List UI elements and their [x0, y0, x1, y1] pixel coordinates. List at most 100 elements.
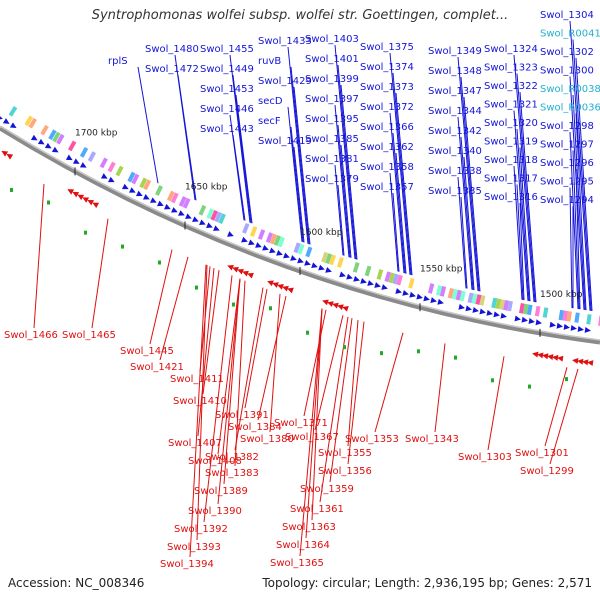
- colored-gene-feature: [166, 190, 175, 202]
- reverse-gene-arrow: [242, 270, 249, 277]
- colored-gene-feature: [522, 303, 529, 315]
- forward-gene-label: Swol_1366: [360, 122, 414, 133]
- forward-gene-label: Swol_1446: [200, 104, 254, 115]
- forward-gene-arrow: [255, 242, 262, 248]
- forward-gene-arrow: [416, 293, 423, 300]
- forward-gene-arrow: [248, 239, 255, 246]
- forward-gene-arrow: [65, 154, 73, 161]
- forward-gene-label: Swol_1449: [200, 64, 254, 75]
- forward-label-leader: [457, 116, 473, 290]
- reverse-gene-label: Swol_1380: [240, 434, 294, 445]
- forward-gene-arrow: [213, 225, 220, 231]
- reverse-gene-arrow: [557, 355, 564, 362]
- forward-gene-arrow: [227, 231, 234, 237]
- forward-gene-label: Swol_1323: [484, 63, 538, 74]
- forward-gene-label: Swol_1340: [428, 146, 482, 157]
- forward-label-leader: [513, 54, 535, 302]
- reverse-label-leader: [203, 275, 233, 523]
- map-title: Syntrophomonas wolfei subsp. wolfei str.…: [91, 8, 509, 23]
- reverse-gene-arrow: [287, 287, 294, 294]
- reverse-gene-arrow: [232, 266, 239, 273]
- forward-gene-label: Swol_1455: [200, 44, 254, 55]
- forward-gene-arrow: [290, 255, 297, 261]
- colored-gene-feature: [384, 271, 392, 283]
- rna-feature-marker: [343, 345, 346, 350]
- rna-feature-marker: [47, 200, 50, 205]
- colored-gene-feature: [257, 229, 266, 240]
- reverse-gene-arrow: [92, 202, 100, 209]
- forward-gene-arrow: [311, 262, 318, 269]
- forward-gene-arrow: [528, 318, 535, 324]
- forward-gene-arrow: [563, 323, 570, 330]
- forward-gene-arrow: [157, 200, 164, 207]
- forward-gene-label: Swol_1419: [258, 136, 312, 147]
- forward-gene-arrow: [402, 289, 409, 296]
- rna-feature-marker: [417, 349, 420, 354]
- reverse-label-leader: [299, 308, 323, 557]
- reverse-gene-label: Swol_1383: [205, 468, 259, 479]
- reverse-gene-label: Swol_1389: [194, 486, 248, 497]
- forward-label-leader: [232, 74, 252, 224]
- forward-gene-arrow: [556, 322, 563, 329]
- reverse-gene-label: Swol_1382: [205, 452, 259, 463]
- forward-gene-arrow: [79, 162, 87, 168]
- forward-gene-label: Swol_1349: [428, 46, 482, 57]
- rna-feature-marker: [10, 187, 13, 192]
- colored-gene-feature: [499, 299, 506, 310]
- colored-gene-feature: [586, 314, 592, 325]
- scale-tick-label: 1650 kbp: [185, 183, 228, 193]
- forward-gene-arrow: [276, 250, 283, 256]
- reverse-gene-label: Swol_1367: [285, 432, 339, 443]
- colored-gene-feature: [352, 262, 360, 273]
- forward-label-leader: [229, 54, 251, 223]
- reverse-gene-label: Swol_1407: [168, 438, 222, 449]
- forward-gene-arrow: [423, 295, 430, 302]
- forward-label-leader: [392, 132, 406, 274]
- reverse-gene-label: Swol_1391: [215, 410, 269, 421]
- reverse-gene-arrow: [552, 354, 559, 361]
- forward-gene-label: Swol_1374: [360, 62, 414, 73]
- colored-gene-feature: [534, 305, 541, 317]
- forward-gene-arrow: [381, 284, 388, 290]
- forward-label-leader: [569, 20, 591, 311]
- forward-label-leader: [575, 57, 593, 311]
- reverse-label-leader: [244, 288, 268, 409]
- reverse-label-leader: [234, 287, 264, 451]
- forward-gene-label: Swol_1300: [540, 66, 594, 77]
- reverse-label-leader: [544, 367, 568, 447]
- forward-gene-arrow: [395, 288, 402, 294]
- forward-label-leader: [463, 156, 475, 291]
- colored-gene-feature: [155, 185, 163, 196]
- colored-gene-feature: [376, 269, 384, 280]
- forward-gene-label: Swol_1319: [484, 137, 538, 148]
- forward-gene-arrow: [206, 222, 213, 228]
- rna-feature-marker: [454, 355, 457, 360]
- reverse-gene-arrow: [547, 354, 554, 361]
- forward-gene-arrow: [360, 278, 367, 284]
- colored-gene-feature: [8, 106, 18, 117]
- reverse-gene-arrow: [337, 304, 344, 311]
- forward-gene-label: Swol_1342: [428, 126, 482, 137]
- colored-gene-feature: [364, 265, 372, 277]
- forward-gene-arrow: [199, 219, 206, 225]
- forward-gene-label: Swol_1347: [428, 86, 482, 97]
- reverse-label-leader: [305, 308, 323, 539]
- reverse-label-leader: [329, 318, 353, 483]
- forward-label-leader: [395, 92, 413, 276]
- colored-gene-feature: [182, 197, 191, 209]
- colored-gene-feature: [297, 243, 305, 255]
- forward-gene-arrow: [535, 319, 542, 326]
- reverse-gene-arrow: [542, 353, 549, 360]
- reverse-gene-arrow: [327, 301, 334, 307]
- colored-gene-feature: [131, 173, 140, 185]
- forward-gene-arrow: [135, 190, 143, 197]
- reverse-label-leader: [347, 319, 359, 447]
- reverse-label-leader: [189, 264, 207, 558]
- forward-label-leader: [389, 112, 405, 274]
- colored-gene-feature: [491, 297, 498, 309]
- forward-gene-arrow: [549, 321, 556, 328]
- colored-gene-feature: [273, 235, 281, 246]
- colored-gene-feature: [447, 287, 454, 299]
- reverse-gene-label: Swol_1363: [282, 522, 336, 533]
- colored-gene-feature: [392, 273, 399, 285]
